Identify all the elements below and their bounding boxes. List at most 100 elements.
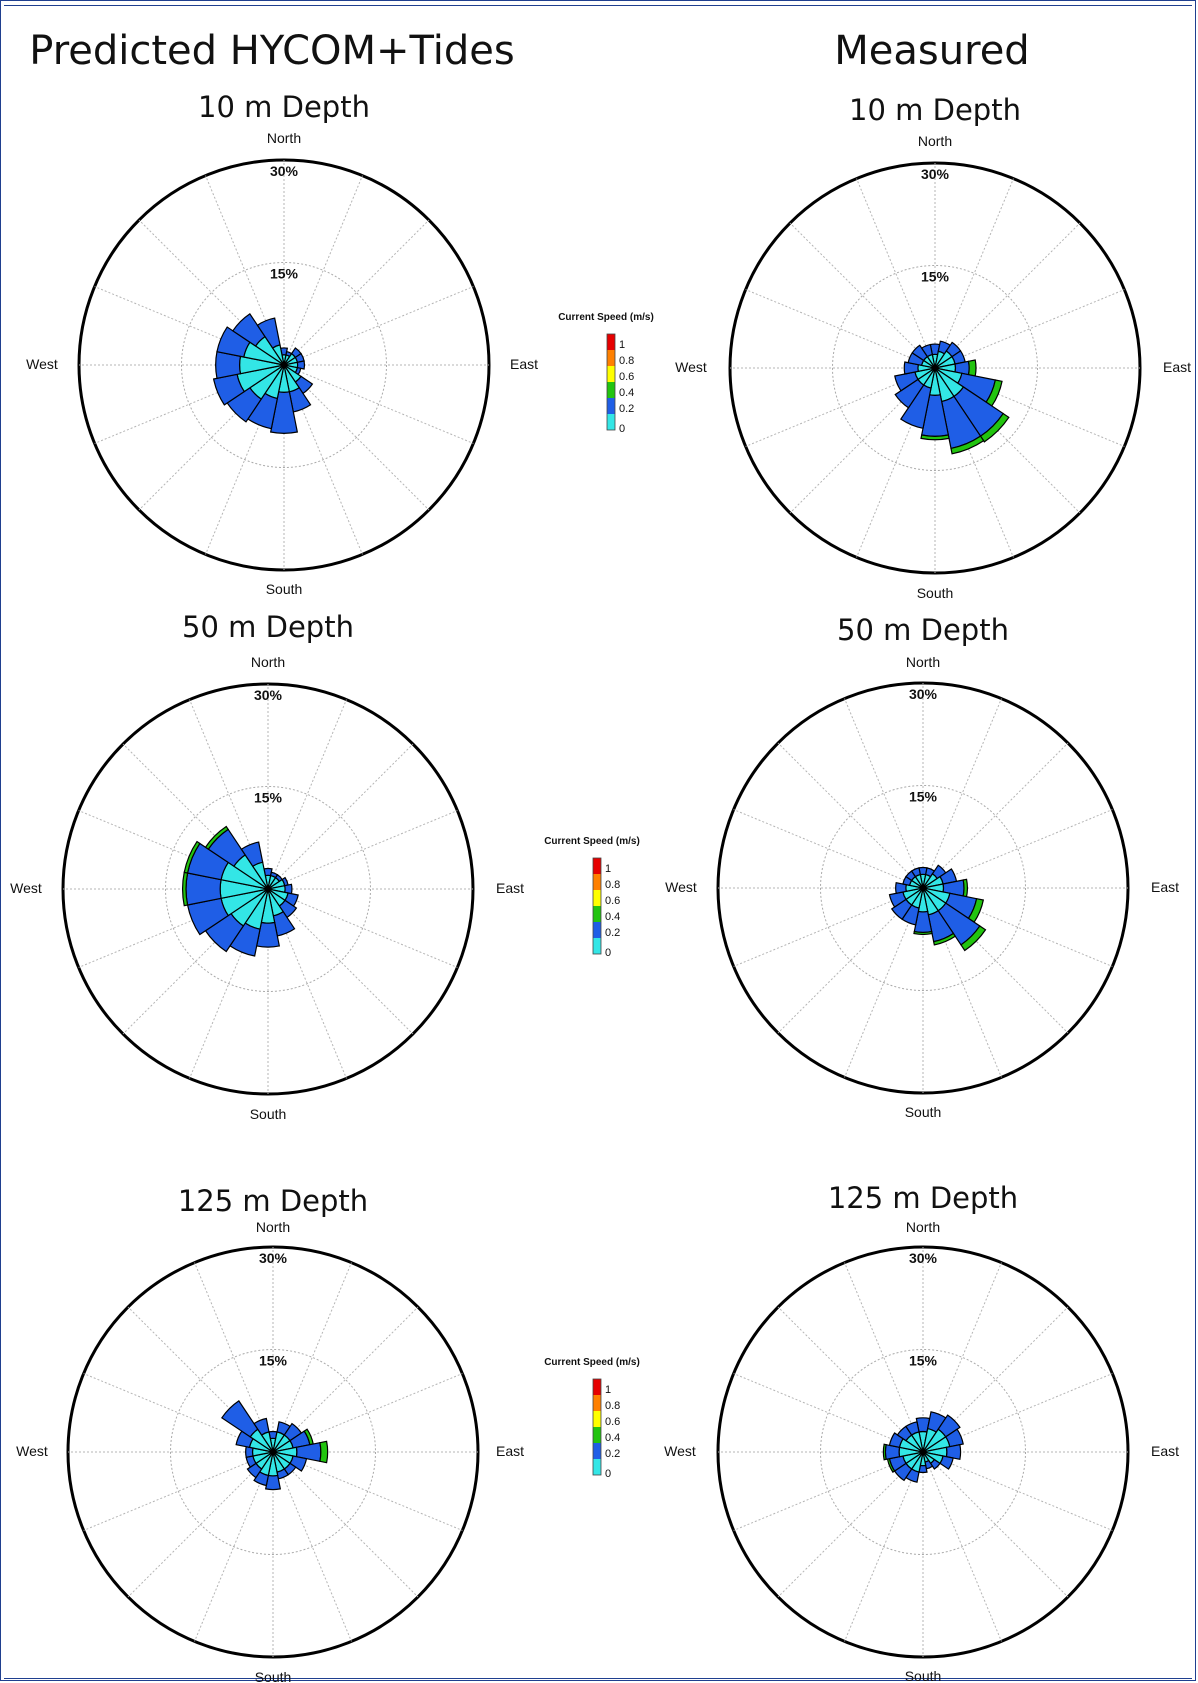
direction-label-south: South	[266, 581, 303, 597]
legend-tick: 0	[605, 947, 611, 959]
legend-swatch	[593, 938, 601, 954]
ring-label-15: 15%	[909, 789, 938, 805]
direction-label-east: East	[510, 356, 538, 372]
direction-label-south: South	[917, 585, 954, 601]
depth-title: 50 m Depth	[182, 610, 354, 644]
rose-bar-sector-5-bin-1	[939, 1455, 954, 1470]
direction-label-south: South	[250, 1106, 287, 1122]
ring-label-30: 30%	[254, 687, 283, 703]
rose-bar-sector-4-bin-2	[319, 1440, 329, 1464]
direction-label-east: East	[496, 880, 524, 896]
direction-label-north: North	[267, 130, 301, 146]
legend-swatch	[593, 874, 601, 890]
legend-tick: 0	[619, 423, 625, 435]
direction-label-west: West	[26, 356, 58, 372]
rose-bar-sector-12-bin-2	[882, 1443, 887, 1461]
rose-chart-4: 50 m Depth 15% 30% North South East West	[665, 613, 1179, 1120]
legend-swatch	[607, 366, 615, 382]
legend-swatch	[593, 1459, 601, 1475]
legend-swatch	[607, 382, 615, 398]
direction-label-south: South	[255, 1669, 292, 1683]
legend-swatch	[593, 1443, 601, 1459]
ring-label-30: 30%	[259, 1250, 288, 1266]
direction-label-west: West	[10, 880, 42, 896]
legend-tick: 0.4	[605, 1432, 620, 1444]
direction-label-east: East	[1151, 879, 1179, 895]
direction-label-south: South	[905, 1668, 942, 1683]
legend-title: Current Speed (m/s)	[544, 836, 640, 847]
ring-label-15: 15%	[921, 269, 950, 285]
rose-chart-3: 50 m Depth 15% 30% North South East West	[10, 610, 524, 1122]
legend-swatch	[607, 334, 615, 350]
legend-tick: 1	[605, 863, 611, 875]
ring-15	[820, 1349, 1026, 1555]
legend-tick: 0.4	[605, 911, 620, 923]
rose-bar-sector-8-bin-2	[913, 930, 933, 936]
legend-bar-outline	[592, 1378, 602, 1476]
direction-label-west: West	[675, 359, 707, 375]
legend-tick: 0.6	[619, 371, 634, 383]
direction-label-west: West	[16, 1443, 48, 1459]
rose-chart-6: 125 m Depth 15% 30% North South East West	[664, 1181, 1179, 1683]
depth-title: 10 m Depth	[849, 93, 1021, 127]
legend-tick: 0.8	[619, 355, 634, 367]
speed-legend-1: Current Speed (m/s) 1 0.8 0.6 0.4 0.2 0	[558, 312, 654, 435]
legend-swatch	[607, 350, 615, 366]
ring-label-30: 30%	[270, 163, 299, 179]
legend-tick: 0	[605, 1468, 611, 1480]
legend-title: Current Speed (m/s)	[558, 312, 654, 323]
legend-tick: 1	[619, 339, 625, 351]
legend-swatch	[593, 1427, 601, 1443]
ring-15	[165, 786, 371, 992]
rose-bar-sector-15-bin-1	[240, 841, 264, 868]
ring-label-15: 15%	[259, 1353, 288, 1369]
direction-label-west: West	[664, 1443, 696, 1459]
rose-bar-sector-13-bin-2	[183, 840, 201, 874]
speed-legends: Current Speed (m/s)10.80.60.40.20Current…	[544, 312, 654, 1480]
direction-label-north: North	[906, 654, 940, 670]
legend-tick: 0.2	[605, 927, 620, 939]
direction-label-north: North	[918, 133, 952, 149]
spoke	[267, 810, 458, 890]
legend-tick: 0.2	[619, 403, 634, 415]
ring-label-15: 15%	[254, 790, 283, 806]
ring-15	[820, 785, 1026, 991]
legend-swatch	[593, 1379, 601, 1395]
rose-bar-sector-15-bin-1	[905, 1421, 920, 1436]
column-title-left: Predicted HYCOM+Tides	[29, 28, 514, 74]
ring-label-30: 30%	[921, 166, 950, 182]
legend-swatch	[593, 890, 601, 906]
legend-swatch	[593, 906, 601, 922]
direction-label-east: East	[1163, 359, 1191, 375]
direction-label-north: North	[251, 654, 285, 670]
rose-bar-sector-4-bin-2	[962, 878, 969, 898]
rose-bar-sector-4-bin-2	[967, 359, 977, 377]
speed-legend-3: Current Speed (m/s) 1 0.8 0.6 0.4 0.2 0	[544, 1357, 640, 1480]
direction-label-east: East	[496, 1443, 524, 1459]
spoke	[283, 219, 430, 366]
speed-legend-2: Current Speed (m/s) 1 0.8 0.6 0.4 0.2 0	[544, 836, 640, 959]
ring-15	[832, 265, 1038, 471]
rose-bar-sector-6-bin-2	[960, 925, 987, 952]
legend-swatch	[593, 858, 601, 874]
direction-label-north: North	[256, 1219, 290, 1235]
ring-label-30: 30%	[909, 1250, 938, 1266]
ring-15	[181, 262, 387, 468]
ring-label-15: 15%	[909, 1353, 938, 1369]
ring-label-30: 30%	[909, 686, 938, 702]
legend-swatch	[593, 1395, 601, 1411]
rose-bar-sector-15-bin-1	[253, 1417, 270, 1436]
legend-swatch	[593, 1411, 601, 1427]
figure-inner-frame	[4, 5, 1192, 1679]
legend-swatch	[607, 398, 615, 414]
direction-label-east: East	[1151, 1443, 1179, 1459]
direction-label-north: North	[906, 1219, 940, 1235]
rose-bar-sector-14-bin-2	[204, 825, 229, 850]
rose-chart-1: 10 m Depth 15% 30% North South East West	[26, 90, 538, 597]
legend-tick: 0.8	[605, 879, 620, 891]
legend-tick: 0.4	[619, 387, 634, 399]
legend-bar-outline	[592, 857, 602, 955]
depth-title: 125 m Depth	[828, 1181, 1018, 1215]
